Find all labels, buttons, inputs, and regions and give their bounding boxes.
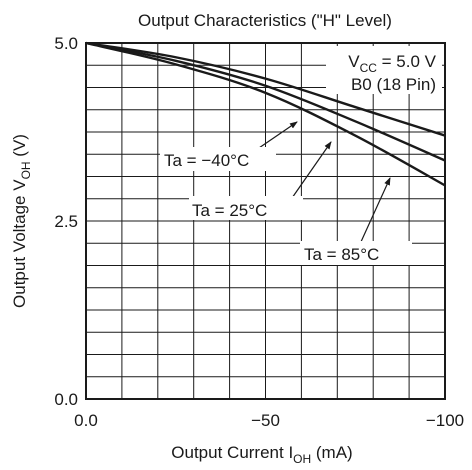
leader-line-minus40 (255, 121, 298, 151)
y-tick-label: 2.5 (54, 212, 78, 231)
plot-frame (85, 42, 446, 400)
chart-title: Output Characteristics ("H" Level) (138, 11, 392, 30)
x-tick-label: −50 (251, 411, 280, 430)
x-tick-label: −100 (426, 411, 464, 430)
y-tick-label: 0.0 (54, 390, 78, 409)
leader-line-25 (291, 141, 332, 199)
curve-ta-85 (85, 41, 446, 187)
y-axis-label-main: Output Voltage V (10, 179, 29, 308)
conditions-annotation: VCC = 5.0 V B0 (18 Pin) (326, 46, 442, 94)
x-axis-label: Output Current IOH (mA) (171, 443, 352, 466)
leader-line-85 (359, 177, 391, 245)
series-labels: Ta = −40°C Ta = 25°C Ta = 85°C (160, 121, 412, 265)
x-axis-label-main: Output Current I (171, 443, 293, 462)
series-label-25: Ta = 25°C (192, 201, 267, 220)
x-tick-label: 0.0 (74, 411, 98, 430)
x-axis-label-sub: OH (293, 452, 311, 466)
y-axis-label-sub: OH (19, 161, 33, 179)
y-axis-label-unit: (V) (10, 134, 29, 161)
conditions-pin: B0 (18 Pin) (351, 75, 436, 94)
y-axis-label: Output Voltage VOH (V) (10, 134, 33, 308)
conditions-vcc: VCC = 5.0 V (348, 52, 436, 75)
curve-ta-25 (85, 41, 446, 162)
vcc-symbol: V (348, 52, 360, 71)
curve-ta-minus40 (85, 41, 446, 137)
x-axis-label-unit: (mA) (311, 443, 353, 462)
conditions-background (326, 46, 442, 94)
label-bg-25 (189, 196, 303, 220)
y-tick-label: 5.0 (54, 34, 78, 53)
tick-labels: 0.0 −50 −100 0.0 2.5 5.0 (54, 34, 464, 430)
label-bg-minus40 (160, 147, 276, 171)
grid (86, 43, 445, 399)
vcc-subscript: CC (360, 61, 378, 75)
curves (85, 41, 446, 187)
series-label-minus40: Ta = −40°C (164, 151, 249, 170)
label-bg-85 (300, 241, 412, 265)
series-label-85: Ta = 85°C (304, 245, 379, 264)
vcc-value: = 5.0 V (377, 52, 437, 71)
